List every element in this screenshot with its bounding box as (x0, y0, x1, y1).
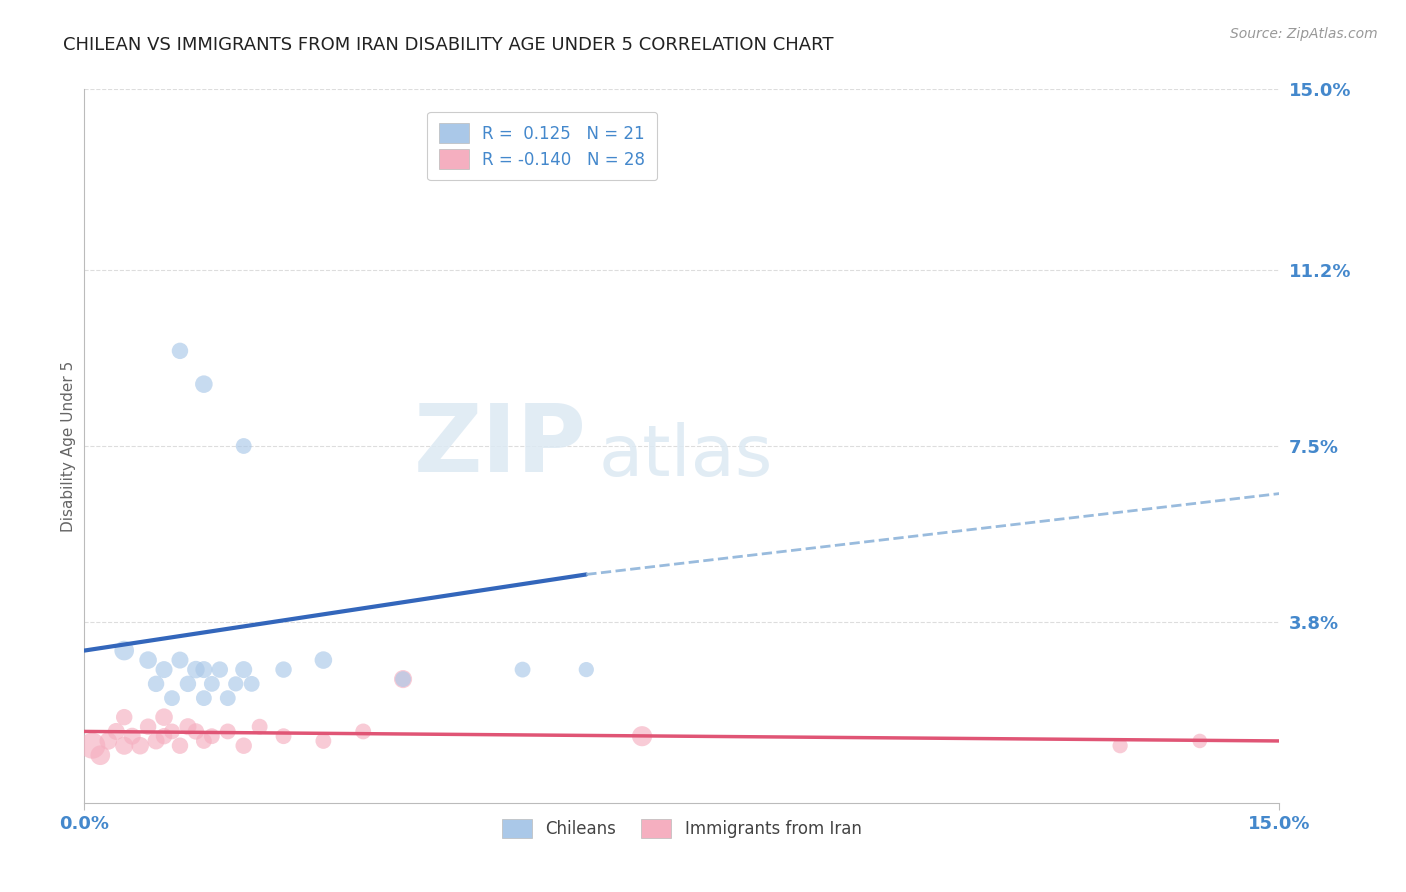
Point (240, 677, 263, 691)
Point (193, 377, 215, 392)
Point (631, 729, 654, 743)
Point (1109, 739, 1132, 753)
Point (105, 724, 128, 739)
Point (184, 663, 207, 677)
Point (177, 677, 200, 691)
Point (97, 734, 120, 748)
Point (145, 677, 167, 691)
Point (160, 724, 183, 739)
Point (217, 691, 239, 706)
Point (177, 720, 200, 734)
Point (273, 663, 295, 677)
Point (169, 343, 191, 358)
Point (208, 663, 231, 677)
Point (312, 734, 335, 748)
Point (193, 663, 215, 677)
Point (153, 710, 176, 724)
Y-axis label: Disability Age Under 5: Disability Age Under 5 (60, 360, 76, 532)
Point (232, 663, 254, 677)
Text: CHILEAN VS IMMIGRANTS FROM IRAN DISABILITY AGE UNDER 5 CORRELATION CHART: CHILEAN VS IMMIGRANTS FROM IRAN DISABILI… (63, 36, 834, 54)
Point (160, 691, 183, 706)
Point (112, 643, 135, 657)
Point (193, 691, 215, 706)
Point (153, 663, 176, 677)
Point (112, 710, 135, 724)
Point (136, 653, 159, 667)
Point (89, 748, 111, 763)
Text: Source: ZipAtlas.com: Source: ZipAtlas.com (1230, 27, 1378, 41)
Point (169, 739, 191, 753)
Point (82, 739, 104, 753)
Legend: Chileans, Immigrants from Iran: Chileans, Immigrants from Iran (495, 812, 869, 845)
Point (112, 739, 135, 753)
Point (193, 734, 215, 748)
Point (273, 729, 295, 743)
Point (145, 734, 167, 748)
Point (201, 677, 224, 691)
Point (392, 672, 415, 686)
Point (352, 724, 374, 739)
Text: ZIP: ZIP (413, 400, 586, 492)
Point (312, 653, 335, 667)
Point (121, 729, 143, 743)
Point (232, 439, 254, 453)
Point (217, 724, 239, 739)
Point (129, 739, 152, 753)
Point (1188, 734, 1211, 748)
Point (392, 672, 415, 686)
Point (153, 729, 176, 743)
Point (575, 663, 598, 677)
Point (136, 720, 159, 734)
Text: atlas: atlas (599, 422, 773, 491)
Point (184, 724, 207, 739)
Point (249, 720, 271, 734)
Point (201, 729, 224, 743)
Point (512, 663, 534, 677)
Point (225, 677, 247, 691)
Point (169, 653, 191, 667)
Point (232, 739, 254, 753)
